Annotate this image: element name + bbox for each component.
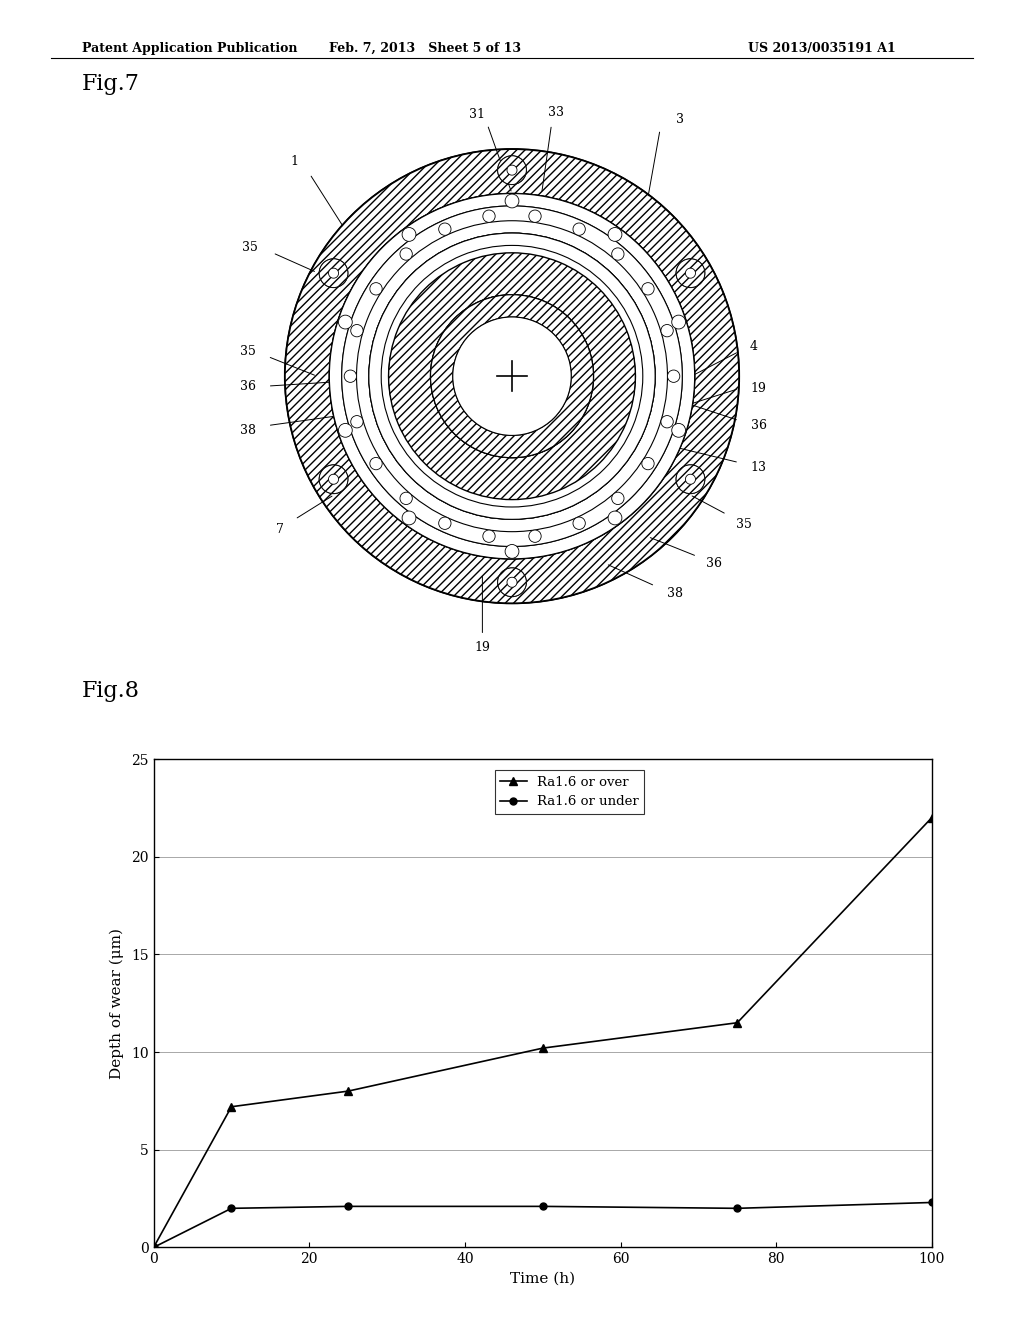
Wedge shape <box>319 465 348 494</box>
Ra1.6 or over <box>225 1098 238 1114</box>
Text: Patent Application Publication: Patent Application Publication <box>82 42 297 55</box>
Legend: Ra1.6 or over, Ra1.6 or under: Ra1.6 or over, Ra1.6 or under <box>495 771 644 813</box>
Ra1.6 or under <box>225 1200 238 1216</box>
Circle shape <box>400 248 413 260</box>
Y-axis label: Depth of wear (μm): Depth of wear (μm) <box>110 928 124 1078</box>
Circle shape <box>668 370 680 383</box>
Text: 35: 35 <box>243 242 258 255</box>
Wedge shape <box>356 220 668 532</box>
Circle shape <box>483 531 496 543</box>
Circle shape <box>672 424 685 437</box>
Circle shape <box>369 234 655 519</box>
Circle shape <box>483 210 496 222</box>
Ra1.6 or over <box>342 1084 354 1100</box>
Line: Ra1.6 or over: Ra1.6 or over <box>150 813 936 1251</box>
Circle shape <box>453 317 571 436</box>
Circle shape <box>344 370 356 383</box>
Circle shape <box>573 223 586 235</box>
Circle shape <box>402 227 416 242</box>
Circle shape <box>608 227 622 242</box>
Circle shape <box>402 511 416 525</box>
Text: 33: 33 <box>549 106 564 119</box>
Wedge shape <box>285 149 739 603</box>
Wedge shape <box>676 259 705 288</box>
Text: 36: 36 <box>240 380 256 392</box>
Circle shape <box>370 458 382 470</box>
Circle shape <box>505 545 519 558</box>
Ra1.6 or under <box>926 1195 938 1210</box>
Circle shape <box>370 282 382 294</box>
Text: 1: 1 <box>291 154 299 168</box>
Ellipse shape <box>389 265 635 487</box>
Circle shape <box>573 517 586 529</box>
Circle shape <box>498 156 526 185</box>
Text: 7: 7 <box>276 523 284 536</box>
Wedge shape <box>498 568 526 597</box>
Circle shape <box>528 531 541 543</box>
Text: Feb. 7, 2013   Sheet 5 of 13: Feb. 7, 2013 Sheet 5 of 13 <box>329 42 521 55</box>
Wedge shape <box>498 156 526 185</box>
Circle shape <box>505 194 519 207</box>
Text: US 2013/0035191 A1: US 2013/0035191 A1 <box>748 42 895 55</box>
Circle shape <box>351 416 364 428</box>
Ra1.6 or under <box>342 1199 354 1214</box>
Circle shape <box>319 465 348 494</box>
Wedge shape <box>330 194 694 558</box>
Circle shape <box>642 458 654 470</box>
Text: 13: 13 <box>751 461 767 474</box>
Wedge shape <box>389 253 635 499</box>
Ra1.6 or over <box>537 1040 549 1056</box>
Ra1.6 or under <box>147 1239 160 1255</box>
Circle shape <box>608 511 622 525</box>
Circle shape <box>498 568 526 597</box>
Ra1.6 or over <box>147 1239 160 1255</box>
Circle shape <box>351 325 364 337</box>
Text: Fig.8: Fig.8 <box>82 680 140 702</box>
Wedge shape <box>676 465 705 494</box>
Circle shape <box>319 259 348 288</box>
Circle shape <box>438 517 451 529</box>
Text: 19: 19 <box>474 642 490 655</box>
Line: Ra1.6 or under: Ra1.6 or under <box>151 1199 935 1251</box>
X-axis label: Time (h): Time (h) <box>510 1271 575 1286</box>
Circle shape <box>611 248 624 260</box>
Text: 3: 3 <box>676 114 684 125</box>
Text: 36: 36 <box>707 557 722 570</box>
Text: Fig.7: Fig.7 <box>82 73 140 95</box>
Circle shape <box>672 315 685 329</box>
Circle shape <box>339 424 352 437</box>
Circle shape <box>330 194 694 558</box>
Text: 38: 38 <box>667 587 683 599</box>
Ra1.6 or over <box>926 809 938 825</box>
Text: 35: 35 <box>736 517 752 531</box>
Circle shape <box>660 416 673 428</box>
Circle shape <box>285 149 739 603</box>
Circle shape <box>339 315 352 329</box>
Text: 31: 31 <box>469 108 485 121</box>
Circle shape <box>430 294 594 458</box>
Text: 38: 38 <box>240 424 256 437</box>
Circle shape <box>660 325 673 337</box>
Ra1.6 or under <box>537 1199 549 1214</box>
Text: 35: 35 <box>240 345 256 358</box>
Circle shape <box>400 492 413 504</box>
Circle shape <box>342 206 682 546</box>
Circle shape <box>438 223 451 235</box>
Circle shape <box>611 492 624 504</box>
Text: 4: 4 <box>750 341 758 352</box>
Ra1.6 or over <box>731 1015 743 1031</box>
Circle shape <box>676 465 705 494</box>
Wedge shape <box>430 294 594 458</box>
Text: 19: 19 <box>751 381 767 395</box>
Circle shape <box>642 282 654 294</box>
Circle shape <box>528 210 541 222</box>
Wedge shape <box>369 234 655 519</box>
Ra1.6 or under <box>731 1200 743 1216</box>
Circle shape <box>676 259 705 288</box>
Wedge shape <box>319 259 348 288</box>
Text: 36: 36 <box>751 418 767 432</box>
